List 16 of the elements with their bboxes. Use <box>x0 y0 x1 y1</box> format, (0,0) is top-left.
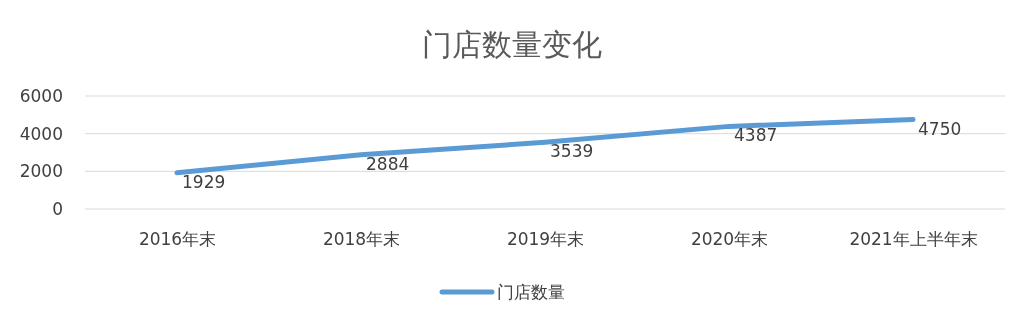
data-label: 4387 <box>734 125 778 146</box>
y-tick-label: 4000 <box>19 123 63 144</box>
x-tick-label: 2020年末 <box>690 229 769 250</box>
legend-label: 门店数量 <box>497 282 565 302</box>
data-label: 3539 <box>550 141 594 162</box>
chart-title: 门店数量变化 <box>422 27 602 62</box>
x-tick-label: 2018年末 <box>322 229 401 250</box>
x-tick-label: 2016年末 <box>138 229 217 250</box>
y-tick-label: 6000 <box>19 85 63 106</box>
data-label: 1929 <box>182 171 226 192</box>
data-label: 2884 <box>366 153 410 174</box>
y-tick-label: 2000 <box>19 161 63 182</box>
y-tick-label: 0 <box>52 198 63 219</box>
x-tick-label: 2019年末 <box>506 229 585 250</box>
data-label: 4750 <box>918 118 962 139</box>
x-tick-label: 2021年上半年末 <box>849 229 978 250</box>
